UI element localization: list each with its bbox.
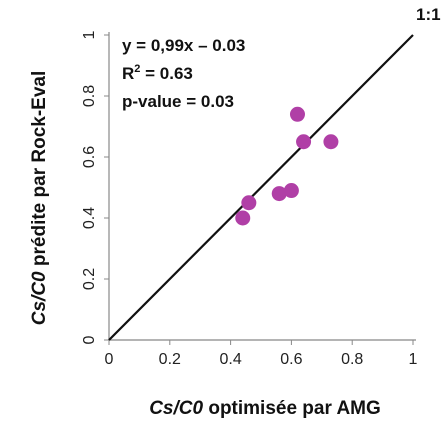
data-point <box>289 106 305 122</box>
data-point <box>271 186 287 202</box>
p-value-label: p-value = 0.03 <box>122 92 234 111</box>
data-points <box>235 106 339 226</box>
x-tick-label: 1 <box>409 351 418 368</box>
y-tick-label: 0 <box>81 335 98 344</box>
x-tick-label: 0.6 <box>280 351 302 368</box>
y-axis-title: Cs/C0 prédite par Rock-Eval <box>29 71 50 325</box>
data-point <box>323 134 339 150</box>
data-point <box>283 183 299 199</box>
r-squared-label: R2 = 0.63 <box>122 63 193 83</box>
data-point <box>296 134 312 150</box>
data-point <box>241 195 257 211</box>
one-to-one-label: 1:1 <box>416 5 441 24</box>
equation-label: y = 0,99x – 0.03 <box>122 36 245 55</box>
one-to-one-line <box>108 34 414 341</box>
y-tick-label: 0.2 <box>81 268 98 290</box>
x-tick-label: 0.8 <box>341 351 363 368</box>
x-tick-labels: 0 0.2 0.4 0.6 0.8 1 <box>105 340 418 368</box>
reference-line-group <box>108 34 414 341</box>
x-tick-label: 0.2 <box>159 351 181 368</box>
y-tick-label: 0.8 <box>81 85 98 107</box>
y-tick-label: 1 <box>81 30 98 39</box>
y-tick-labels: 0 0.2 0.4 0.6 0.8 1 <box>81 30 109 344</box>
data-point <box>235 210 251 226</box>
y-tick-label: 0.6 <box>81 146 98 168</box>
y-tick-label: 0.4 <box>81 207 98 229</box>
x-tick-label: 0 <box>105 351 114 368</box>
x-axis-title: Cs/C0 optimisée par AMG <box>149 398 381 419</box>
x-tick-label: 0.4 <box>219 351 241 368</box>
plot-axes <box>108 32 416 341</box>
